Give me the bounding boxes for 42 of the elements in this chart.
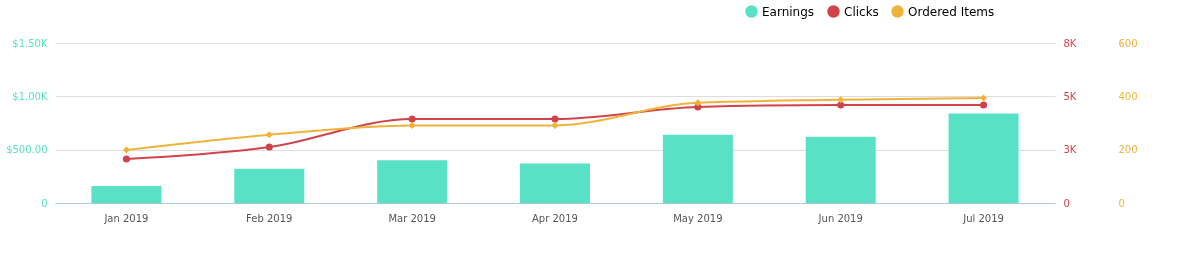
point bbox=[551, 115, 559, 123]
x-tick-label: Jul 2019 bbox=[962, 212, 1004, 224]
bar bbox=[805, 136, 876, 203]
y3-tick-label: 600 bbox=[1118, 37, 1138, 49]
y2-tick-label: 8K bbox=[1063, 37, 1077, 49]
bar bbox=[948, 113, 1019, 203]
y-tick-label: $1.50K bbox=[12, 37, 48, 49]
point bbox=[694, 99, 702, 107]
bar bbox=[234, 168, 305, 203]
y3-tick-label: 200 bbox=[1118, 144, 1138, 156]
x-tick-label: Jun 2019 bbox=[817, 212, 863, 224]
point bbox=[265, 131, 273, 139]
x-tick-label: Feb 2019 bbox=[246, 212, 293, 224]
bar bbox=[520, 163, 590, 203]
point bbox=[122, 146, 130, 154]
point bbox=[551, 121, 559, 129]
legend-label: Earnings bbox=[762, 4, 815, 19]
x-tick-label: May 2019 bbox=[673, 212, 723, 224]
x-tick-label: Apr 2019 bbox=[532, 212, 578, 224]
x-tick-label: Jan 2019 bbox=[103, 212, 149, 224]
y3-tick-label: 400 bbox=[1118, 90, 1138, 102]
point bbox=[980, 101, 988, 109]
y-tick-label: 0 bbox=[41, 197, 48, 209]
point bbox=[265, 143, 273, 151]
point bbox=[837, 96, 845, 104]
bar bbox=[91, 185, 162, 203]
bar bbox=[377, 160, 448, 203]
legend-label: Clicks bbox=[844, 4, 879, 19]
y3-tick-label: 0 bbox=[1118, 197, 1125, 209]
legend-label: Ordered Items bbox=[908, 4, 995, 19]
x-tick-label: Mar 2019 bbox=[388, 212, 436, 224]
point bbox=[837, 101, 845, 109]
y-tick-label: $500.00 bbox=[6, 144, 48, 156]
y-tick-label: $1.00K bbox=[12, 90, 48, 102]
y2-tick-label: 5K bbox=[1063, 90, 1077, 102]
point bbox=[408, 115, 416, 123]
point bbox=[980, 94, 988, 102]
point bbox=[122, 155, 130, 163]
y2-tick-label: 0 bbox=[1063, 197, 1070, 209]
bar bbox=[662, 134, 733, 203]
y2-tick-label: 3K bbox=[1063, 144, 1077, 156]
point bbox=[408, 121, 416, 129]
